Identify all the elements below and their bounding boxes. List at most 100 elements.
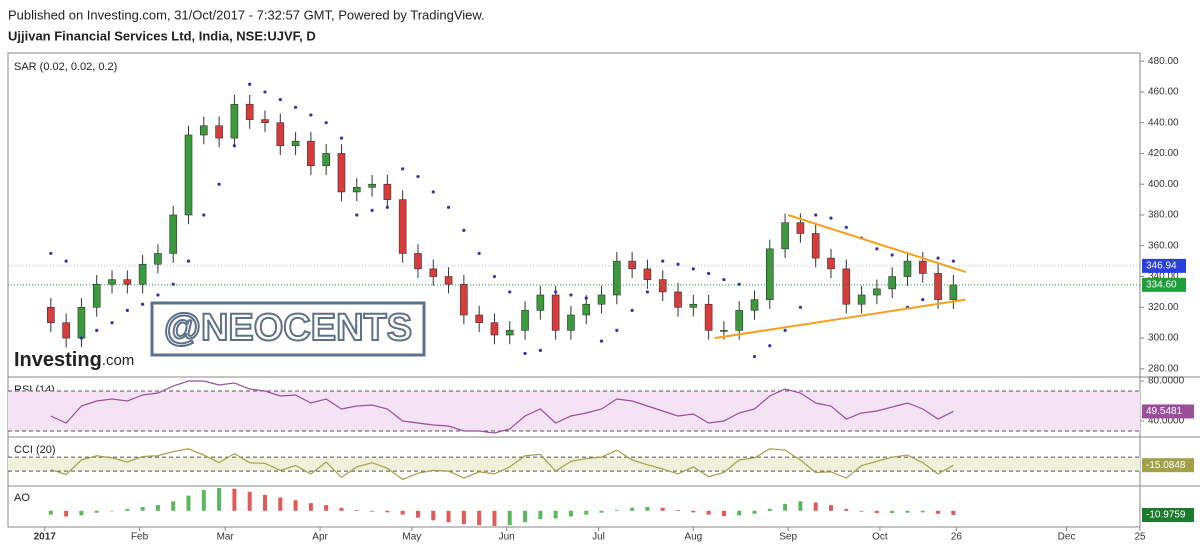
ao-bar: [630, 507, 635, 511]
ao-bar: [599, 510, 604, 513]
y-tick-label: 460.00: [1148, 87, 1179, 98]
ao-bar: [721, 510, 726, 517]
y-tick-label: 320.00: [1148, 302, 1179, 313]
y-tick-label: 420.00: [1148, 148, 1179, 159]
sar-dot: [186, 259, 191, 263]
sar-label: SAR (0.02, 0.02, 0.2): [14, 61, 117, 73]
sar-dot: [64, 259, 68, 263]
ao-bar: [813, 502, 818, 511]
indicator-label: AO: [14, 492, 30, 504]
candle-body: [934, 273, 942, 300]
ao-bar: [415, 510, 420, 518]
sar-dot: [921, 298, 925, 302]
candle-body: [735, 310, 744, 331]
ao-bar: [553, 510, 558, 519]
value-tag-label: 49.5481: [1146, 406, 1183, 417]
candle-body: [154, 253, 162, 265]
ao-bar: [507, 510, 512, 526]
sar-dot: [691, 267, 695, 271]
candle-body: [490, 322, 499, 336]
logo-name: Investing: [14, 349, 102, 371]
candle-body: [138, 263, 147, 285]
trendline: [787, 214, 966, 273]
candle-body: [368, 183, 376, 188]
ao-bar: [844, 508, 849, 511]
ao-bar: [79, 510, 84, 516]
candle-body: [781, 222, 789, 250]
candle-body: [689, 303, 698, 308]
ao-bar: [783, 503, 788, 511]
ao-bar: [477, 510, 482, 526]
sar-dot: [951, 259, 955, 263]
ao-bar: [385, 510, 390, 513]
sar-dot: [202, 213, 206, 217]
candle-body: [261, 119, 269, 123]
value-tag: [1142, 507, 1194, 522]
candle-body: [230, 103, 239, 139]
x-tick-label: Dec: [1058, 532, 1076, 543]
candle-body: [720, 330, 728, 332]
sar-dot: [661, 259, 665, 263]
ao-bar: [737, 510, 742, 516]
sar-dot: [462, 228, 466, 232]
ao-bar: [676, 510, 681, 511]
candle-body: [276, 122, 285, 147]
sar-dot: [324, 121, 328, 125]
candle-body: [521, 310, 529, 331]
x-tick-label: 26: [951, 532, 963, 543]
ao-bar: [859, 510, 864, 512]
ao-bar: [920, 510, 925, 513]
indicator-line: [50, 448, 954, 481]
ao-bar: [278, 497, 283, 511]
candle-body: [184, 134, 193, 216]
ao-bar: [171, 501, 176, 511]
sar-dot: [492, 274, 497, 279]
logo-suffix: .com: [102, 352, 135, 369]
ao-bar: [905, 510, 910, 513]
ao-bar: [125, 508, 130, 511]
sar-dot: [630, 308, 634, 312]
ao-bar: [446, 510, 451, 523]
ao-bar: [262, 494, 267, 511]
candle-body: [322, 153, 330, 167]
y-tick-label: 380.00: [1148, 210, 1179, 221]
ao-bar: [538, 510, 543, 520]
ao-bar: [798, 501, 803, 511]
candle-body: [903, 260, 912, 277]
sar-dot: [355, 213, 359, 217]
ao-bar: [645, 507, 650, 511]
sar-dot: [936, 256, 940, 260]
y-tick-label: 360.00: [1148, 240, 1179, 251]
sar-dot: [599, 339, 604, 343]
candle-body: [613, 260, 621, 296]
y-tick-label: 40.0000: [1148, 416, 1185, 427]
ao-bar: [110, 510, 115, 512]
y-tick-label: 480.00: [1148, 56, 1179, 67]
sar-dot: [615, 328, 619, 332]
candle-body: [92, 283, 101, 308]
candle-body: [811, 233, 820, 259]
sar-dot: [385, 205, 389, 209]
ao-bar: [370, 510, 375, 512]
candle-body: [674, 291, 682, 308]
price-tag: [1142, 258, 1186, 273]
x-tick-label: Jun: [499, 532, 515, 543]
indicator-band: [8, 457, 1140, 472]
candle-body: [429, 268, 438, 277]
ao-bar: [767, 508, 772, 511]
y-tick-label: 280.00: [1148, 363, 1179, 374]
candle-body: [827, 257, 835, 270]
y-tick-label: 300.00: [1148, 333, 1179, 344]
candle-body: [857, 294, 866, 305]
candle-body: [444, 276, 453, 285]
sar-dot: [125, 308, 129, 312]
sar-dot: [752, 354, 757, 359]
sar-dot: [569, 293, 573, 297]
x-tick-label: Aug: [684, 532, 702, 543]
sar-dot: [477, 251, 481, 256]
y-tick-label: 80.0000: [1148, 376, 1185, 387]
price-tag-label: 334.60: [1146, 279, 1177, 290]
candle-body: [567, 314, 575, 331]
candle-body: [643, 268, 652, 280]
